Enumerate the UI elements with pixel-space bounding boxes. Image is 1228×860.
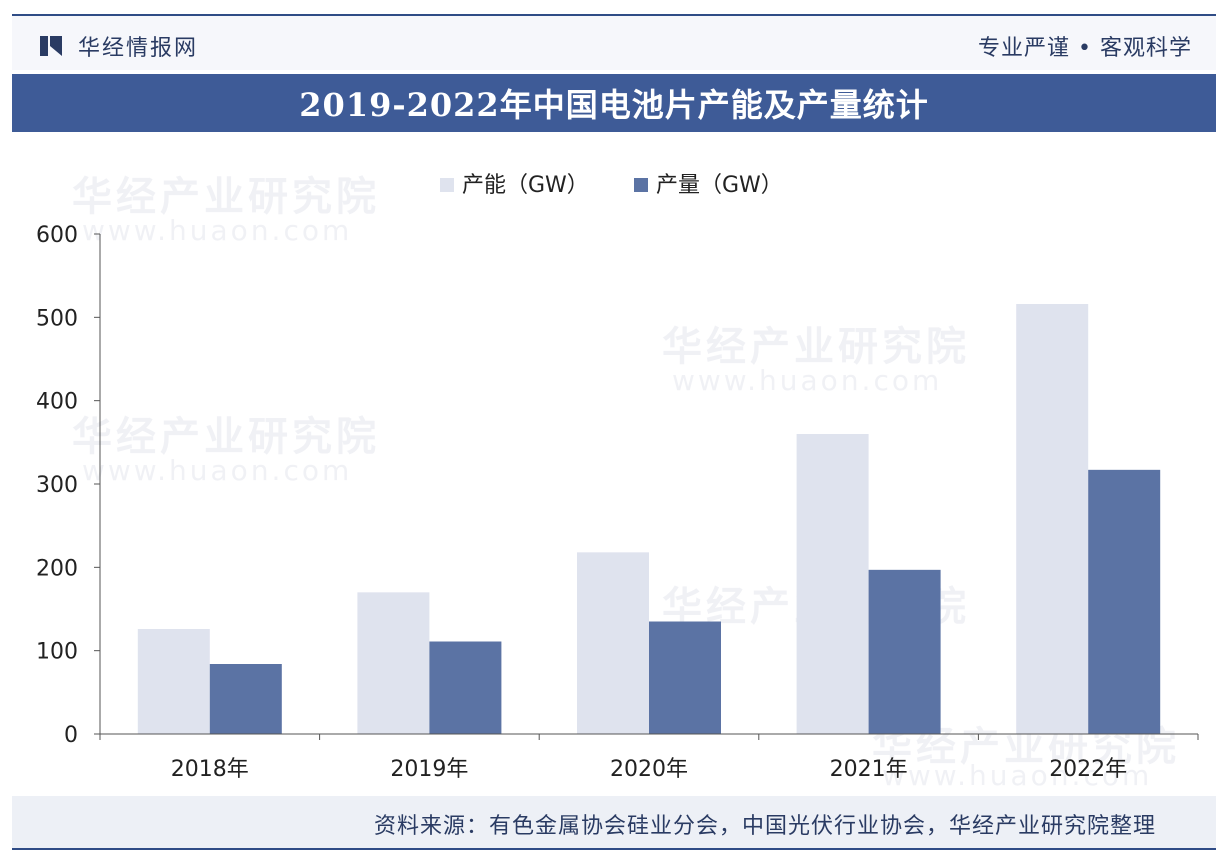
footer-bar: 资料来源：有色金属协会硅业分会，中国光伏行业协会，华经产业研究院整理 [12,796,1216,848]
brand-logo-icon [40,36,62,56]
legend-swatch-2 [634,178,648,192]
x-tick-label: 2022年 [1049,757,1127,782]
y-tick-label: 600 [36,223,78,248]
x-axis: 2018年 2019年 2020年 2021年 2022年 [99,733,1199,782]
bar-capacity [357,592,430,734]
x-tick-label: 2019年 [390,757,468,782]
y-tick-label: 300 [36,473,78,498]
x-tick-label: 2020年 [610,757,688,782]
source-note: 资料来源：有色金属协会硅业分会，中国光伏行业协会，华经产业研究院整理 [373,814,1156,839]
legend-label-1: 产能（GW） [462,173,589,198]
y-tick-label: 200 [36,556,78,581]
header-bar: 华经情报网 专业严谨 • 客观科学 [12,16,1216,70]
y-tick-label: 400 [36,390,78,415]
bar-output [1088,469,1161,734]
bars [137,304,1161,734]
bar-output [649,621,721,734]
legend: 产能（GW） 产量（GW） [440,173,783,198]
legend-swatch-1 [440,178,454,192]
bar-capacity [577,552,649,734]
chart-area: 华经产业研究院 www.huaon.com 华经产业研究院 www.huaon.… [12,134,1216,794]
bar-output [868,569,941,734]
bar-capacity [1016,304,1089,734]
legend-label-2: 产量（GW） [656,173,783,198]
bar-capacity [796,434,869,734]
y-tick-label: 500 [36,306,78,331]
brand-name: 华经情报网 [78,36,199,61]
y-tick-label: 0 [64,723,78,748]
y-axis: 0 100 200 300 400 500 600 [36,223,101,748]
bottom-border [12,848,1216,850]
bar-output [209,664,282,734]
x-tick-label: 2018年 [171,757,249,782]
y-tick-label: 100 [36,640,78,665]
slogan: 专业严谨 • 客观科学 [978,36,1192,61]
title-bar: 2019-2022年中国电池片产能及产量统计 [12,74,1216,132]
chart-title: 2019-2022年中国电池片产能及产量统计 [299,86,929,124]
top-border [12,14,1216,16]
bar-output [429,641,502,734]
brand: 华经情报网 [38,30,198,62]
bar-capacity [137,629,210,734]
x-tick-label: 2021年 [830,757,908,782]
